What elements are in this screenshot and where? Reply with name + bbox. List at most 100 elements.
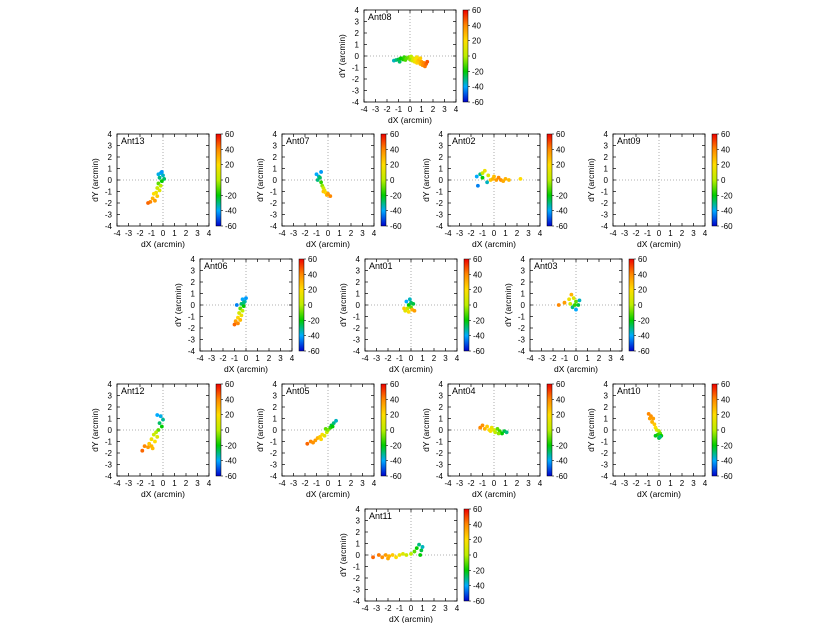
colorbar-tick-label: 60 [556, 380, 565, 389]
data-point [146, 445, 150, 450]
x-tick-label: 2 [431, 105, 436, 114]
data-point [406, 303, 411, 307]
data-point [159, 179, 164, 184]
data-point [390, 553, 395, 557]
x-tick-label: -2 [383, 105, 391, 114]
x-tick-label: -3 [373, 354, 381, 363]
data-point [572, 303, 577, 307]
data-point [236, 321, 240, 326]
data-point [402, 306, 406, 311]
data-point [330, 424, 335, 429]
panel-title: Ant12 [121, 386, 145, 396]
x-tick-label: -1 [396, 604, 404, 613]
colorbar-tick-label: -60 [472, 98, 484, 107]
x-tick-label: -1 [644, 229, 652, 238]
colorbar-tick-label: -20 [472, 67, 484, 76]
colorbar-tick-label: 40 [556, 395, 565, 404]
y-tick-label: 2 [108, 403, 113, 412]
colorbar-tick-label: -20 [556, 191, 568, 200]
x-tick-label: -2 [136, 229, 144, 238]
data-point [371, 555, 375, 560]
data-point [647, 416, 652, 421]
data-point [412, 549, 417, 554]
x-tick-label: 4 [372, 479, 377, 488]
colorbar-tick-label: 20 [472, 37, 481, 46]
data-point [420, 545, 425, 549]
colorbar-tick-label: 0 [472, 52, 477, 61]
data-point [567, 297, 571, 302]
y-tick-label: 0 [108, 426, 113, 435]
colorbar-tick-label: -40 [721, 457, 733, 466]
y-tick-label: -4 [352, 98, 360, 107]
colorbar-tick-label: -60 [308, 347, 320, 356]
colorbar-tick-label: -60 [473, 347, 485, 356]
x-tick-label: 3 [195, 479, 200, 488]
data-point [504, 430, 509, 435]
x-tick-label: 0 [409, 604, 414, 613]
data-point [417, 542, 421, 547]
y-tick-label: 4 [273, 380, 278, 389]
colorbar-tick-label: 0 [308, 301, 313, 310]
colorbar-tick-label: -40 [638, 332, 650, 341]
colorbar-tick-label: 40 [390, 145, 399, 154]
colorbar-tick-label: 40 [472, 21, 481, 30]
x-tick-label: -1 [148, 479, 156, 488]
data-point [507, 178, 511, 182]
y-tick-label: -2 [352, 75, 360, 84]
x-tick-label: 4 [703, 229, 708, 238]
data-point [476, 183, 480, 188]
y-tick-label: -4 [270, 472, 278, 481]
x-tick-label: 2 [184, 229, 189, 238]
y-tick-label: 1 [439, 415, 444, 424]
y-tick-label: 1 [439, 165, 444, 174]
data-point [155, 194, 160, 199]
colorbar-tick-label: 20 [556, 411, 565, 420]
x-tick-label: 2 [597, 354, 602, 363]
y-tick-label: 1 [108, 415, 113, 424]
data-point [409, 551, 413, 556]
data-point [241, 304, 246, 309]
colorbar [380, 133, 387, 227]
data-point [159, 170, 164, 174]
data-point [394, 555, 398, 560]
data-point [501, 179, 506, 184]
y-tick-label: 2 [108, 153, 113, 162]
colorbar-tick-label: -40 [308, 332, 320, 341]
data-point [157, 421, 162, 425]
data-point [653, 433, 658, 438]
y-tick-label: -2 [436, 449, 444, 458]
y-tick-label: -4 [436, 222, 444, 231]
data-point [556, 303, 561, 307]
y-tick-label: 3 [108, 142, 113, 151]
data-point [407, 297, 412, 302]
data-point [155, 186, 160, 190]
y-tick-label: -2 [105, 449, 113, 458]
x-tick-label: 4 [538, 479, 543, 488]
colorbar-tick-label: 0 [638, 301, 643, 310]
y-tick-label: -1 [436, 188, 444, 197]
y-tick-label: -3 [353, 336, 361, 345]
colorbar-tick-label: -60 [638, 347, 650, 356]
y-tick-label: 1 [273, 415, 278, 424]
y-axis-label: dY (arcmin) [90, 158, 100, 202]
data-point [236, 315, 240, 320]
panel-title: Ant09 [617, 136, 641, 146]
x-tick-label: 2 [432, 604, 437, 613]
colorbar [711, 133, 718, 227]
y-tick-label: -3 [352, 87, 360, 96]
y-tick-label: 4 [355, 6, 360, 15]
colorbar [380, 383, 387, 477]
colorbar-tick-label: -20 [225, 191, 237, 200]
y-axis-label: dY (arcmin) [421, 408, 431, 452]
colorbar-tick-label: -20 [473, 316, 485, 325]
data-point [156, 428, 161, 432]
data-point [328, 194, 333, 199]
data-point [151, 191, 156, 196]
colorbar-tick-label: -20 [390, 441, 402, 450]
y-tick-label: -4 [601, 472, 609, 481]
x-tick-label: -2 [384, 604, 392, 613]
y-tick-label: -4 [518, 347, 526, 356]
